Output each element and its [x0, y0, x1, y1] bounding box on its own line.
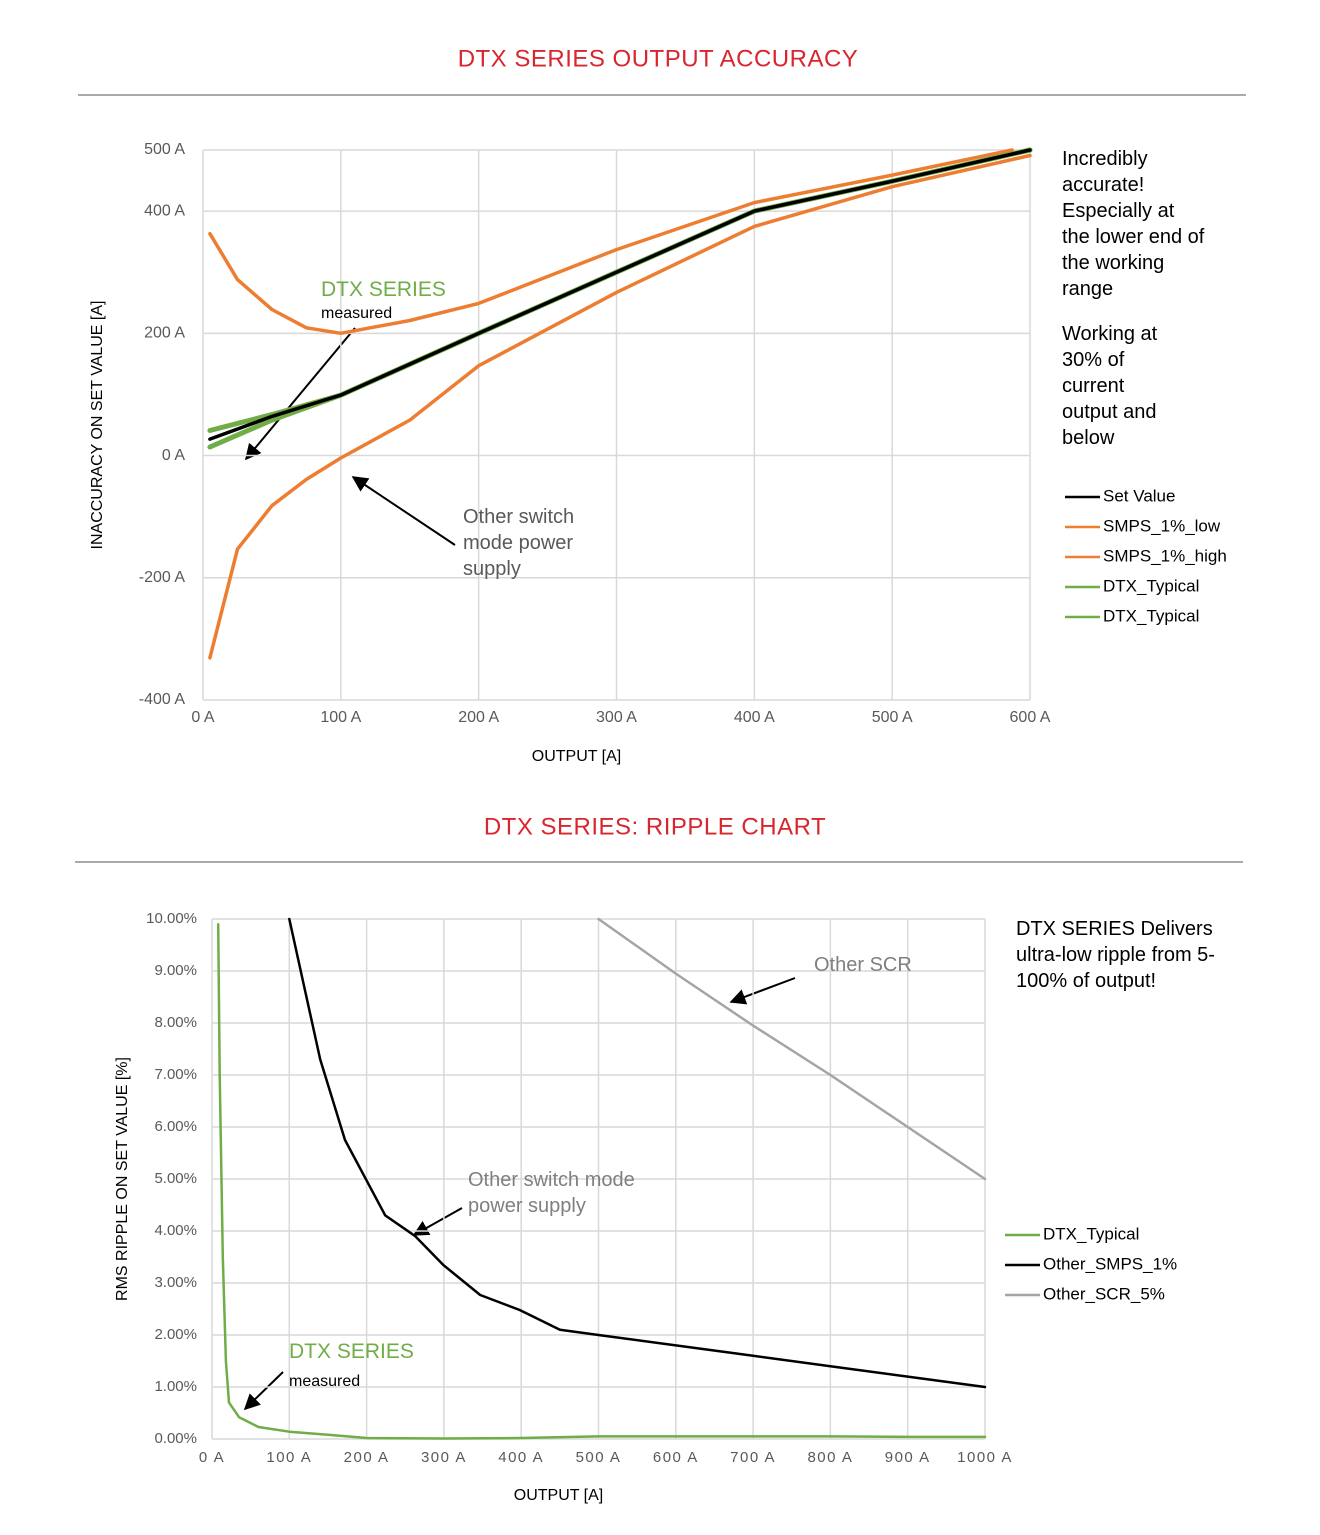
annotation: measured: [321, 305, 393, 322]
annotation: DTX SERIES: [321, 278, 446, 301]
arrow: [729, 977, 796, 1005]
legend-label: DTX_Typical: [1103, 606, 1199, 625]
y-tick-label: 8.00%: [154, 1014, 197, 1031]
y-tick-label: 500 A: [144, 141, 185, 158]
y-tick-label: -200 A: [139, 569, 186, 586]
x-tick-label: 0 A: [191, 709, 214, 726]
line: [208, 153, 1032, 660]
x-tick-label: 100 A: [266, 1449, 312, 1466]
annotation: Other switch mode power supply: [468, 1169, 635, 1217]
x-tick-label: 500 A: [576, 1449, 622, 1466]
legend-label: Set Value: [1103, 486, 1175, 505]
y-axis-title: RMS RIPPLE ON SET VALUE [%]: [114, 1057, 131, 1301]
x-tick-label: 100 A: [320, 709, 361, 726]
x-tick-label: 200 A: [344, 1449, 390, 1466]
y-axis-title: INACCURACY ON SET VALUE [A]: [89, 301, 106, 550]
y-tick-label: 5.00%: [154, 1170, 197, 1187]
x-tick-label: 400 A: [498, 1449, 544, 1466]
y-tick-label: -400 A: [139, 691, 186, 708]
x-tick-label: 600 A: [653, 1449, 699, 1466]
legend-label: Other_SCR_5%: [1043, 1284, 1165, 1303]
x-tick-label: 1000 A: [957, 1449, 1013, 1466]
x-axis-title: OUTPUT [A]: [532, 748, 622, 765]
line: [288, 917, 987, 1389]
annotation: Other switch mode power supply: [463, 506, 575, 580]
y-tick-label: 3.00%: [154, 1274, 197, 1291]
legend-label: Other_SMPS_1%: [1043, 1254, 1177, 1273]
y-tick-label: 400 A: [144, 202, 185, 219]
x-tick-label: 700 A: [730, 1449, 776, 1466]
y-tick-label: 6.00%: [154, 1118, 197, 1135]
x-tick-label: 800 A: [807, 1449, 853, 1466]
x-tick-label: 200 A: [458, 709, 499, 726]
y-tick-label: 9.00%: [154, 962, 197, 979]
arrow: [244, 327, 356, 461]
arrow: [351, 476, 456, 546]
y-tick-label: 0 A: [162, 447, 185, 464]
side-note: Incredibly accurate! Especially at the l…: [1062, 148, 1205, 300]
chart-title: DTX SERIES OUTPUT ACCURACY: [458, 45, 859, 72]
y-tick-label: 4.00%: [154, 1222, 197, 1239]
y-tick-label: 10.00%: [146, 910, 197, 927]
arrow: [243, 1371, 284, 1411]
x-tick-label: 0 A: [199, 1449, 225, 1466]
y-tick-label: 1.00%: [154, 1378, 197, 1395]
x-tick-label: 500 A: [872, 709, 913, 726]
y-tick-label: 7.00%: [154, 1066, 197, 1083]
chart-title: DTX SERIES: RIPPLE CHART: [484, 813, 826, 840]
line: [208, 148, 1014, 336]
x-axis-title: OUTPUT [A]: [514, 1487, 604, 1504]
y-tick-label: 2.00%: [154, 1326, 197, 1343]
annotation: Other SCR: [814, 954, 912, 976]
side-note: Working at 30% of current output and bel…: [1062, 323, 1158, 449]
side-note: DTX SERIES Delivers ultra-low ripple fro…: [1016, 918, 1215, 992]
legend-label: SMPS_1%_high: [1103, 546, 1227, 565]
line: [597, 917, 987, 1181]
line: [208, 148, 1032, 441]
legend-label: DTX_Typical: [1103, 576, 1199, 595]
x-tick-label: 600 A: [1010, 709, 1051, 726]
x-tick-label: 400 A: [734, 709, 775, 726]
legend-label: SMPS_1%_low: [1103, 516, 1221, 535]
y-tick-label: 0.00%: [154, 1430, 197, 1447]
x-tick-label: 300 A: [596, 709, 637, 726]
legend-label: DTX_Typical: [1043, 1224, 1139, 1243]
arrows: [243, 327, 796, 1411]
y-tick-label: 200 A: [144, 325, 185, 342]
annotation: DTX SERIES: [289, 1340, 414, 1363]
x-tick-label: 300 A: [421, 1449, 467, 1466]
line: [216, 922, 987, 1440]
x-tick-label: 900 A: [885, 1449, 931, 1466]
annotation: measured: [289, 1373, 361, 1390]
